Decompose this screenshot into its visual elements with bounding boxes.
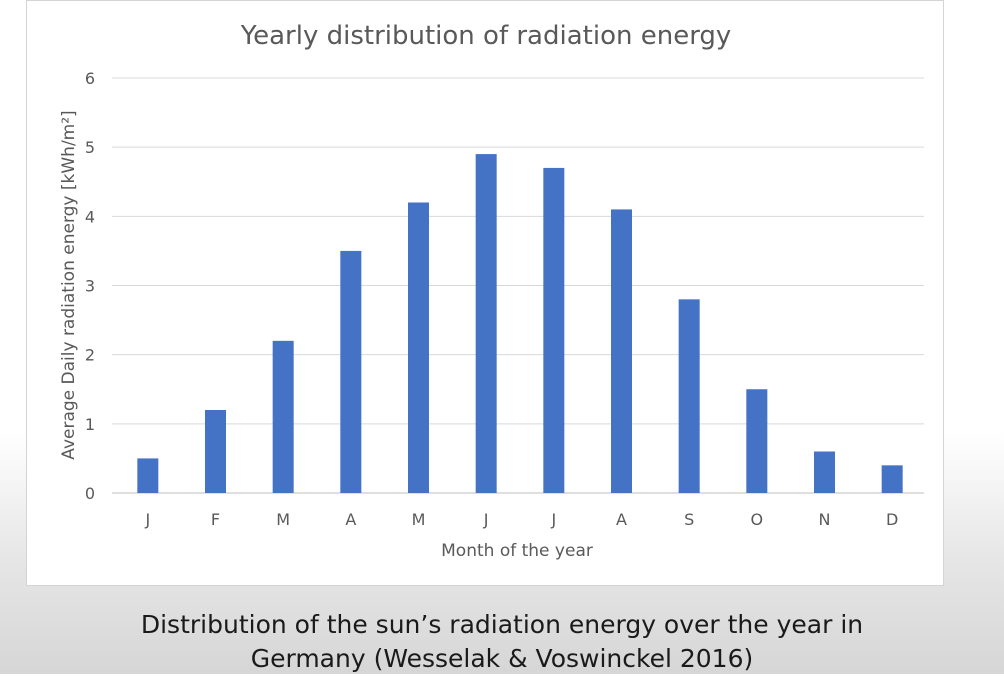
figure-caption: Distribution of the sun’s radiation ener… [0, 608, 1004, 676]
bar-chart: Yearly distribution of radiation energy … [59, 21, 924, 561]
y-tick-label: 3 [85, 277, 95, 296]
caption-line-2: Germany (Wesselak & Voswinckel 2016) [250, 644, 754, 673]
chart-frame: Yearly distribution of radiation energy … [26, 0, 944, 586]
y-tick-label: 2 [85, 346, 95, 365]
x-tick-label: D [886, 510, 898, 529]
x-tick-label: F [211, 510, 220, 529]
x-tick-label: N [819, 510, 831, 529]
chart-title: Yearly distribution of radiation energy [240, 21, 732, 51]
y-axis-label: Average Daily radiation energy [kWh/m²] [59, 110, 79, 459]
x-tick-label: J [144, 510, 150, 529]
y-tick-label: 5 [85, 138, 95, 157]
bar-1 [137, 458, 159, 493]
x-tick-label: J [550, 510, 556, 529]
caption-line-1: Distribution of the sun’s radiation ener… [140, 610, 864, 639]
bar-12 [881, 465, 903, 493]
bar-5 [408, 202, 429, 493]
gridlines [112, 77, 924, 494]
x-tick-label: S [684, 510, 694, 529]
y-tick-label: 6 [85, 69, 95, 88]
bars [137, 154, 903, 494]
x-axis-label: Month of the year [441, 541, 593, 561]
y-tick-label: 4 [85, 207, 95, 226]
bar-7 [543, 167, 565, 493]
bar-8 [611, 209, 632, 493]
x-tick-label: A [345, 510, 356, 529]
bar-6 [475, 154, 497, 494]
y-axis-ticks: 0 1 2 3 4 5 6 [85, 69, 95, 503]
x-tick-label: O [751, 510, 764, 529]
bar-4 [340, 250, 362, 493]
y-tick-label: 0 [85, 484, 95, 503]
y-tick-label: 1 [85, 415, 95, 434]
x-tick-label: M [412, 510, 426, 529]
x-tick-label: J [483, 510, 489, 529]
x-tick-label: A [616, 510, 627, 529]
bar-10 [746, 389, 768, 493]
x-tick-label: M [276, 510, 290, 529]
bar-2 [205, 410, 226, 493]
bar-11 [814, 451, 835, 493]
bar-3 [272, 340, 294, 493]
bar-9 [678, 299, 700, 493]
